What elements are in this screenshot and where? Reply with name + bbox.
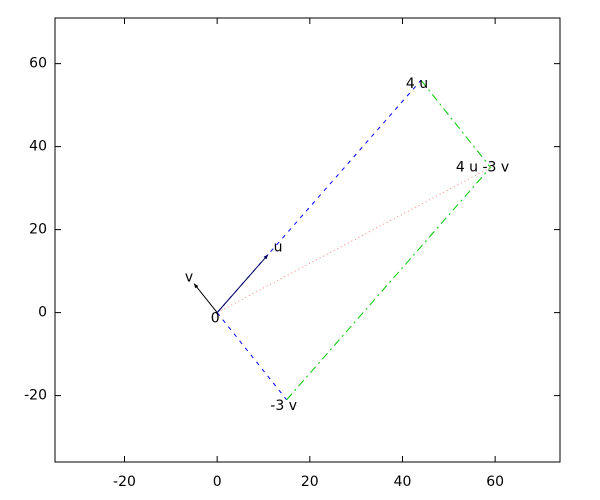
segment xyxy=(420,79,491,168)
y-tick-label: 40 xyxy=(29,139,47,155)
segment xyxy=(216,166,491,314)
point-label: -3 v xyxy=(270,398,297,414)
y-tick-label: 20 xyxy=(29,222,47,238)
x-tick-label: 40 xyxy=(394,474,412,490)
arrowhead xyxy=(193,283,199,289)
x-tick-label: 20 xyxy=(301,474,319,490)
y-tick-label: 0 xyxy=(38,305,47,321)
y-tick-label: -20 xyxy=(24,388,47,404)
point-label: 4 u -3 v xyxy=(456,159,509,175)
point-label: u xyxy=(274,240,283,256)
segment xyxy=(216,312,288,401)
x-tick-label: 60 xyxy=(486,474,504,490)
arrowhead xyxy=(263,254,269,260)
x-tick-label: -20 xyxy=(113,474,136,490)
segment xyxy=(216,254,269,313)
x-tick-label: 0 xyxy=(213,474,222,490)
point-label: 0 xyxy=(211,311,220,327)
plot-frame xyxy=(54,17,561,463)
segment xyxy=(216,79,422,313)
point-label: 4 u xyxy=(406,76,428,92)
segment xyxy=(193,283,218,313)
segment xyxy=(286,167,491,401)
y-tick-label: 60 xyxy=(29,56,47,72)
point-label: v xyxy=(185,270,193,286)
